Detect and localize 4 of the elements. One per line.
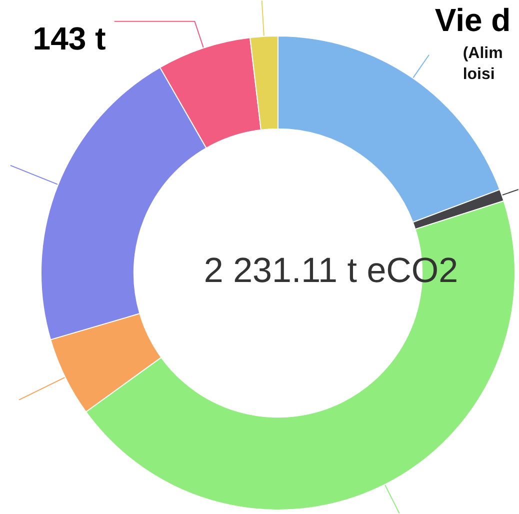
text: (Alim bbox=[462, 45, 503, 62]
text: loisi bbox=[462, 66, 495, 84]
slice-label: Vie d bbox=[434, 2, 511, 38]
data-label: 143 t bbox=[32, 20, 106, 56]
